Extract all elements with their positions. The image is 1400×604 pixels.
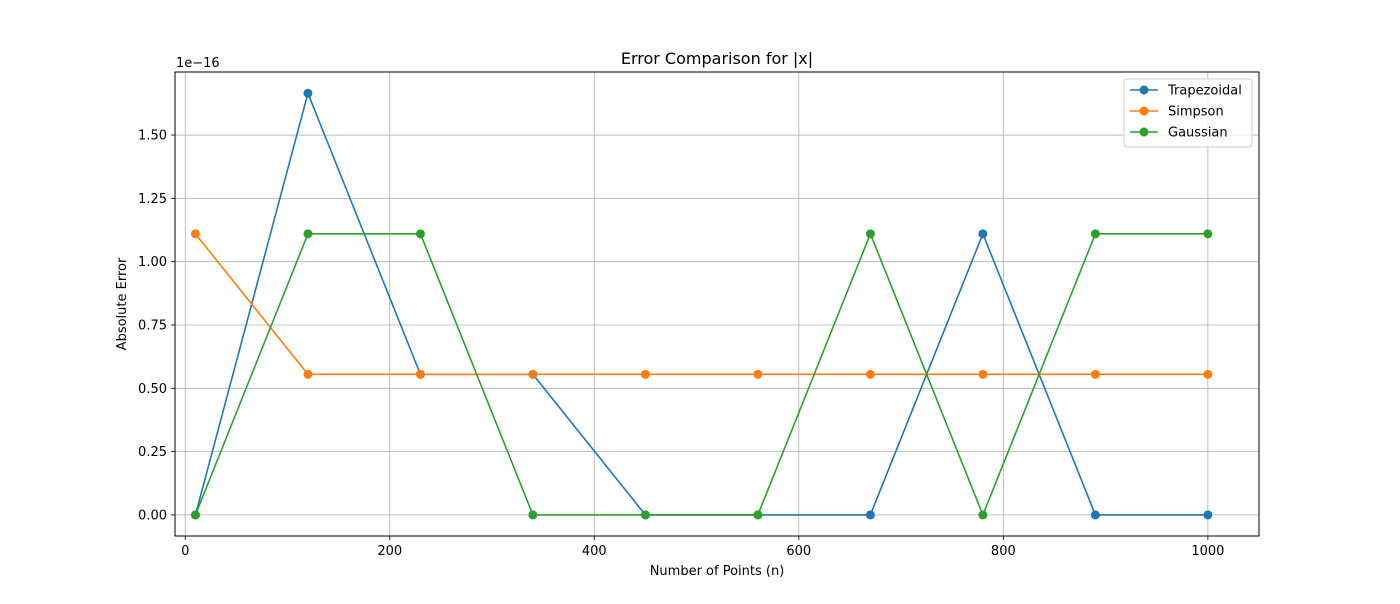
data-point-simpson bbox=[303, 369, 313, 379]
y-tick-label: 0.00 bbox=[138, 508, 167, 523]
data-point-gaussian bbox=[640, 510, 650, 520]
data-point-simpson bbox=[865, 369, 875, 379]
plot-frame bbox=[174, 71, 1260, 537]
data-point-gaussian bbox=[1203, 229, 1213, 239]
data-point-simpson bbox=[640, 369, 650, 379]
data-point-gaussian bbox=[978, 510, 988, 520]
legend: Trapezoidal Simpson Gaussian bbox=[1123, 78, 1253, 148]
legend-box bbox=[1123, 78, 1253, 148]
x-axis-label: Number of Points (n) bbox=[650, 564, 785, 579]
x-tick-label: 400 bbox=[582, 544, 607, 559]
data-point-gaussian bbox=[865, 229, 875, 239]
data-point-gaussian bbox=[528, 510, 538, 520]
legend-item-trapezoidal: Trapezoidal bbox=[1130, 84, 1242, 99]
legend-swatch-marker bbox=[1139, 106, 1149, 116]
data-point-simpson bbox=[1203, 369, 1213, 379]
legend-swatch-marker bbox=[1139, 85, 1149, 95]
series-line-gaussian bbox=[194, 233, 1208, 516]
x-tick-label: 1000 bbox=[1191, 544, 1224, 559]
grid bbox=[175, 72, 1259, 536]
data-point-gaussian bbox=[303, 229, 313, 239]
y-axis-label: Absolute Error bbox=[115, 257, 130, 350]
data-point-simpson bbox=[753, 369, 763, 379]
series-simpson bbox=[190, 229, 1213, 379]
legend-item-gaussian: Gaussian bbox=[1130, 126, 1228, 141]
legend-label: Gaussian bbox=[1168, 126, 1228, 141]
series-line-simpson bbox=[194, 233, 1208, 376]
data-point-trapezoidal bbox=[865, 510, 875, 520]
x-axis: 0 200 400 600 800 1000 bbox=[181, 536, 1224, 559]
series-gaussian bbox=[190, 229, 1213, 520]
data-point-simpson bbox=[528, 369, 538, 379]
x-tick-label: 800 bbox=[991, 544, 1016, 559]
data-point-simpson bbox=[190, 229, 200, 239]
data-point-trapezoidal bbox=[978, 229, 988, 239]
x-tick-label: 0 bbox=[181, 544, 189, 559]
y-axis: 0.00 0.25 0.50 0.75 1.00 1.25 1.50 bbox=[138, 129, 175, 523]
x-tick-label: 200 bbox=[377, 544, 402, 559]
legend-swatch-marker bbox=[1139, 127, 1149, 137]
data-point-trapezoidal bbox=[1090, 510, 1100, 520]
data-point-gaussian bbox=[415, 229, 425, 239]
data-point-trapezoidal bbox=[1203, 510, 1213, 520]
legend-label: Simpson bbox=[1168, 105, 1224, 120]
data-point-trapezoidal bbox=[303, 88, 313, 98]
series-layer bbox=[190, 88, 1213, 520]
chart-title: Error Comparison for |x| bbox=[621, 49, 813, 68]
y-tick-label: 0.75 bbox=[138, 318, 167, 333]
data-point-gaussian bbox=[753, 510, 763, 520]
y-offset-label: 1e−16 bbox=[176, 56, 220, 71]
series-trapezoidal bbox=[190, 88, 1213, 520]
data-point-gaussian bbox=[1090, 229, 1100, 239]
y-tick-label: 0.50 bbox=[138, 382, 167, 397]
y-tick-label: 1.00 bbox=[138, 255, 167, 270]
legend-label: Trapezoidal bbox=[1167, 84, 1242, 99]
data-point-simpson bbox=[415, 369, 425, 379]
x-tick-label: 600 bbox=[786, 544, 811, 559]
data-point-simpson bbox=[978, 369, 988, 379]
data-point-simpson bbox=[1090, 369, 1100, 379]
y-tick-label: 0.25 bbox=[138, 445, 167, 460]
legend-item-simpson: Simpson bbox=[1130, 105, 1224, 120]
y-tick-label: 1.50 bbox=[138, 129, 167, 144]
data-point-gaussian bbox=[190, 510, 200, 520]
y-tick-label: 1.25 bbox=[138, 192, 167, 207]
